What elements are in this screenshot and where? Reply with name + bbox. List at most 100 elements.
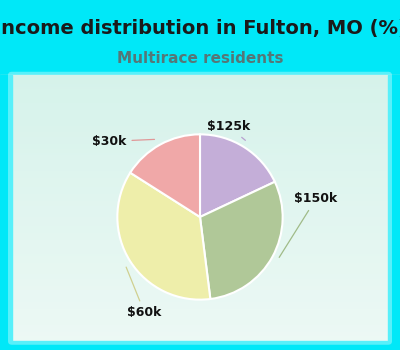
- Bar: [0, 267, 400, 270]
- Bar: [0, 199, 400, 201]
- Bar: [0, 254, 400, 256]
- Bar: [0, 84, 400, 87]
- Bar: [0, 155, 400, 158]
- Bar: [0, 119, 400, 121]
- Bar: [0, 329, 400, 332]
- Bar: [0, 128, 400, 130]
- Wedge shape: [130, 134, 200, 217]
- Bar: [0, 197, 400, 199]
- Bar: [0, 203, 400, 206]
- Bar: [0, 130, 400, 133]
- Bar: [0, 98, 400, 100]
- Bar: [0, 325, 400, 327]
- Bar: [0, 172, 400, 174]
- Bar: [0, 295, 400, 298]
- Bar: [388, 75, 400, 350]
- Bar: [0, 133, 400, 135]
- Text: $60k: $60k: [126, 267, 162, 319]
- Bar: [0, 219, 400, 222]
- Bar: [0, 208, 400, 210]
- Text: $30k: $30k: [92, 135, 154, 148]
- Bar: [0, 0, 400, 75]
- Bar: [0, 252, 400, 254]
- Bar: [0, 114, 400, 117]
- Bar: [0, 148, 400, 151]
- Bar: [0, 105, 400, 107]
- Bar: [0, 75, 12, 350]
- Bar: [0, 167, 400, 169]
- Bar: [0, 233, 400, 236]
- Bar: [0, 309, 400, 311]
- Bar: [0, 174, 400, 176]
- Bar: [0, 123, 400, 126]
- Bar: [0, 87, 400, 89]
- Bar: [0, 316, 400, 318]
- Bar: [0, 217, 400, 219]
- Bar: [0, 313, 400, 316]
- Bar: [0, 146, 400, 148]
- Bar: [0, 290, 400, 293]
- Bar: [0, 93, 400, 96]
- Bar: [0, 110, 400, 112]
- Bar: [0, 293, 400, 295]
- Bar: [0, 261, 400, 263]
- Bar: [0, 185, 400, 188]
- Bar: [0, 229, 400, 231]
- Bar: [0, 288, 400, 290]
- Bar: [0, 274, 400, 277]
- Bar: [0, 137, 400, 139]
- Text: Income distribution in Fulton, MO (%): Income distribution in Fulton, MO (%): [0, 19, 400, 38]
- Bar: [0, 341, 400, 350]
- Bar: [0, 103, 400, 105]
- Bar: [0, 348, 400, 350]
- Bar: [0, 169, 400, 171]
- Text: $125k: $125k: [206, 120, 250, 140]
- Bar: [0, 345, 400, 348]
- Bar: [0, 279, 400, 281]
- Bar: [0, 126, 400, 128]
- Bar: [0, 263, 400, 265]
- Bar: [0, 222, 400, 224]
- Bar: [0, 256, 400, 258]
- Bar: [0, 336, 400, 338]
- Text: Multirace residents: Multirace residents: [117, 51, 283, 66]
- Bar: [0, 215, 400, 217]
- Bar: [0, 284, 400, 286]
- Bar: [0, 96, 400, 98]
- Bar: [0, 176, 400, 178]
- Bar: [0, 224, 400, 226]
- Bar: [0, 112, 400, 114]
- Bar: [0, 236, 400, 238]
- Bar: [0, 238, 400, 240]
- Bar: [0, 142, 400, 144]
- Bar: [0, 210, 400, 212]
- Bar: [0, 226, 400, 229]
- Bar: [0, 201, 400, 203]
- Bar: [0, 265, 400, 267]
- Bar: [0, 286, 400, 288]
- Wedge shape: [117, 173, 210, 300]
- Bar: [0, 307, 400, 309]
- Bar: [0, 243, 400, 245]
- Bar: [0, 338, 400, 341]
- Bar: [0, 80, 400, 82]
- Bar: [0, 300, 400, 302]
- Bar: [0, 245, 400, 247]
- Bar: [0, 332, 400, 334]
- Bar: [0, 107, 400, 110]
- Bar: [0, 188, 400, 190]
- Bar: [0, 249, 400, 252]
- Bar: [0, 272, 400, 274]
- Bar: [0, 341, 400, 343]
- Bar: [0, 327, 400, 329]
- Bar: [0, 343, 400, 345]
- Text: $150k: $150k: [279, 193, 338, 257]
- Bar: [0, 178, 400, 181]
- Bar: [0, 162, 400, 164]
- Bar: [0, 181, 400, 183]
- Bar: [0, 135, 400, 137]
- Bar: [0, 183, 400, 185]
- Bar: [0, 206, 400, 208]
- Bar: [0, 75, 400, 78]
- Bar: [0, 258, 400, 261]
